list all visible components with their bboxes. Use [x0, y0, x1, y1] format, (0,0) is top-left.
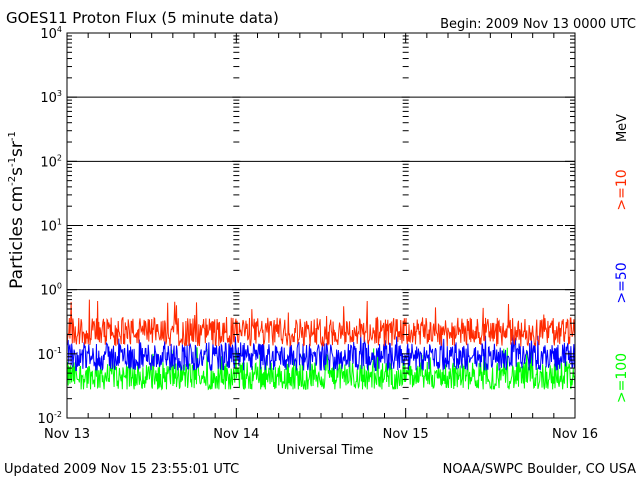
grid-lines [67, 96, 575, 291]
y-tick-label: 102 [40, 153, 62, 170]
legend-entry: >=50 [614, 262, 630, 303]
unit-label: MeV [615, 114, 630, 142]
begin-label: Begin: 2009 Nov 13 0000 UTC [440, 17, 636, 32]
plot-frame [66, 32, 576, 419]
x-tick-label: Nov 13 [44, 427, 90, 442]
x-tick-label: Nov 16 [552, 427, 598, 442]
y-tick-label: 104 [40, 25, 62, 42]
axis-ticks [66, 32, 576, 419]
updated-label: Updated 2009 Nov 15 23:55:01 UTC [4, 462, 239, 477]
x-axis-label: Universal Time [277, 443, 374, 458]
x-tick-label: Nov 15 [383, 427, 429, 442]
series-line [66, 334, 576, 372]
y-tick-label: 101 [40, 218, 62, 235]
y-axis-label: Particles cm-2s-1sr-1 [7, 131, 27, 289]
y-tick-label: 10-1 [37, 346, 62, 363]
y-tick-label: 103 [40, 89, 62, 106]
series-layer [66, 299, 576, 391]
source-label: NOAA/SWPC Boulder, CO USA [443, 462, 636, 477]
legend: >=10 >=50 >=100 [614, 169, 630, 403]
x-tick-label: Nov 14 [213, 427, 259, 442]
y-tick-label: 100 [40, 282, 62, 299]
legend-entry: >=10 [614, 169, 630, 210]
y-tick-label: 10-2 [37, 410, 62, 427]
legend-entry: >=100 [614, 353, 630, 403]
series-line [66, 347, 576, 391]
series-line [66, 299, 576, 348]
chart-title: GOES11 Proton Flux (5 minute data) [6, 9, 279, 27]
